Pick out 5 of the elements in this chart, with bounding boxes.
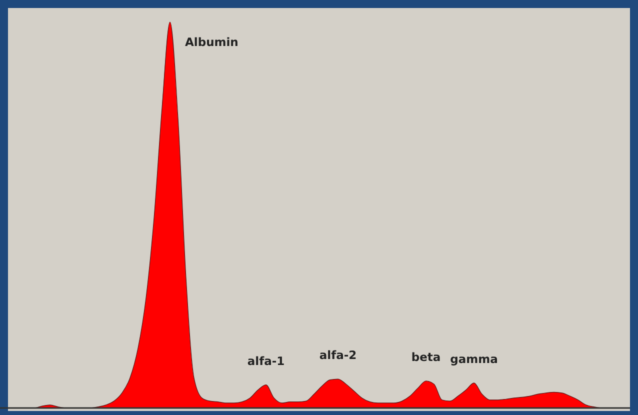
annotation: Albumin [185,35,238,49]
annotation: beta [411,350,441,364]
annotation: alfa-1 [247,354,285,368]
annotation: gamma [450,352,498,366]
annotation: alfa-2 [319,348,357,362]
